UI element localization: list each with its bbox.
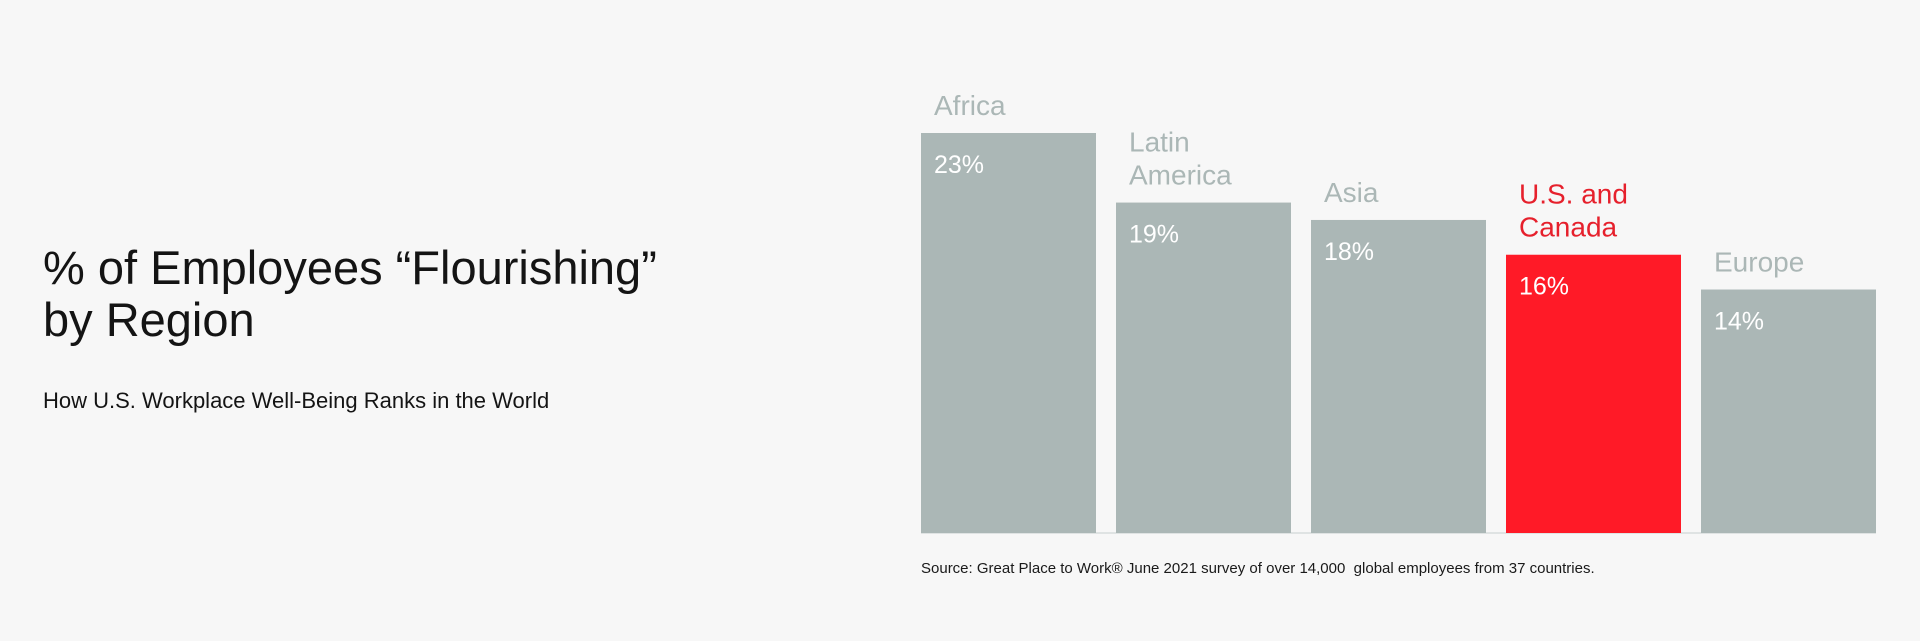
category-label: Latin America <box>1129 127 1232 191</box>
bar-value-label: 16% <box>1519 273 1569 301</box>
bar-asia <box>1311 219 1486 533</box>
bar-u-s-and-canada <box>1506 254 1681 533</box>
bar-group-latin-america: 19% Latin America <box>1116 127 1291 533</box>
page-subtitle: How U.S. Workplace Well-Being Ranks in t… <box>43 388 550 413</box>
bar-value-label: 19% <box>1129 221 1179 249</box>
bars-layer: 23% Africa 19% Latin America 18% Asia 16% U.S. a… <box>921 90 1876 533</box>
bar-value-label: 14% <box>1714 308 1764 336</box>
page-title: % of Employees “Flourishing” by Region <box>43 241 657 346</box>
bar-value-label: 23% <box>934 151 984 179</box>
bar-group-europe: 14% Europe <box>1701 247 1876 533</box>
bar-value-label: 18% <box>1324 238 1374 266</box>
bar-europe <box>1701 289 1876 533</box>
category-label: U.S. and Canada <box>1519 179 1628 243</box>
bar-group-asia: 18% Asia <box>1311 177 1486 533</box>
source-note: Source: Great Place to Work® June 2021 s… <box>921 560 1595 577</box>
category-label: Europe <box>1714 247 1804 278</box>
category-label: Asia <box>1324 177 1379 208</box>
category-label: Africa <box>934 90 1006 121</box>
bar-latin-america <box>1116 202 1291 533</box>
bar-group-u-s-and-canada: 16% U.S. and Canada <box>1506 179 1681 533</box>
bar-africa <box>921 133 1096 533</box>
bar-group-africa: 23% Africa <box>921 90 1096 533</box>
